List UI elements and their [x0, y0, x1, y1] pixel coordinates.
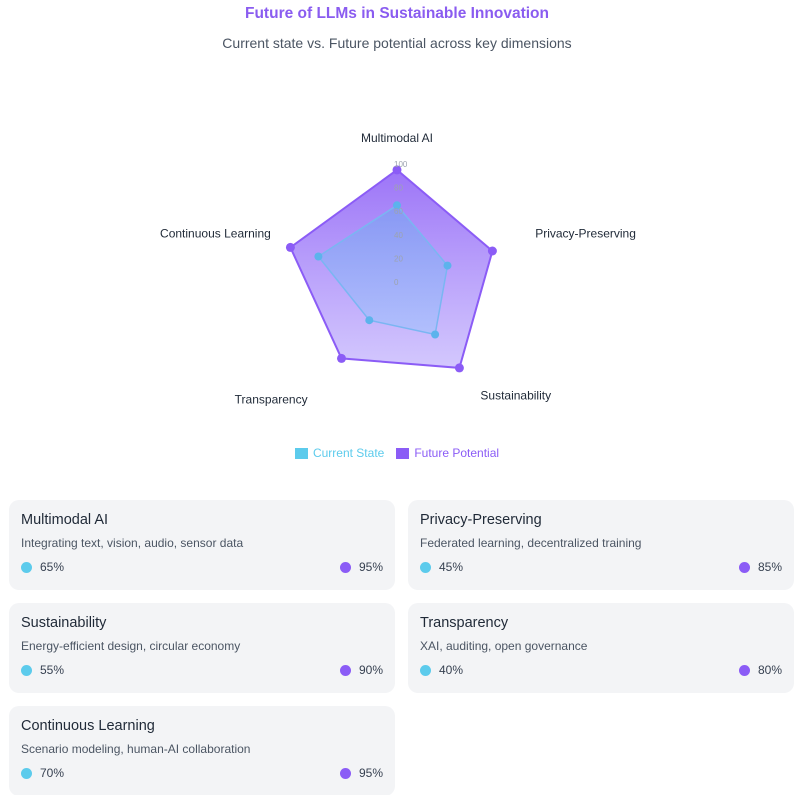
current-dot-icon — [21, 561, 32, 573]
future-dot-icon — [738, 664, 750, 676]
dimension-cards: Multimodal AI Integrating text, vision, … — [9, 500, 794, 795]
radar-chart: 0 20 40 60 80 100 Multimodal AI Privacy-Preserv… — [160, 131, 636, 407]
card-description: Federated learning, decentralized traini… — [420, 536, 642, 550]
future-dot-icon — [339, 561, 351, 573]
current-value-text: 45% — [439, 560, 464, 574]
current-value: 55% — [21, 663, 64, 677]
data-point-future-2 — [454, 363, 464, 373]
card-continuous-learning: Continuous Learning Scenario modeling, h… — [9, 706, 395, 795]
card-values: 40% 80% — [420, 663, 782, 677]
future-dot-icon — [339, 767, 351, 779]
legend-label-current: Current State — [312, 446, 385, 460]
card-description: XAI, auditing, open governance — [420, 639, 588, 653]
card-multimodal-ai: Multimodal AI Integrating text, vision, … — [9, 500, 395, 590]
category-label: Transparency — [235, 393, 308, 407]
card-values: 70% 95% — [21, 766, 383, 780]
card-title: Continuous Learning — [21, 718, 155, 734]
radial-tick-label: 80 — [394, 184, 403, 193]
category-label: Continuous Learning — [160, 227, 271, 241]
legend-swatch-future — [396, 447, 410, 459]
card-transparency: Transparency XAI, auditing, open governa… — [408, 603, 794, 693]
future-value: 95% — [339, 766, 383, 780]
radial-tick-label: 0 — [394, 278, 399, 287]
card-title: Privacy-Preserving — [420, 512, 542, 528]
data-point-future-0 — [392, 165, 402, 175]
category-label: Multimodal AI — [361, 131, 433, 145]
current-value-text: 70% — [40, 766, 65, 780]
series-area-current — [317, 204, 449, 336]
data-point-current-0 — [393, 201, 401, 210]
future-value-text: 90% — [358, 663, 383, 677]
future-value: 80% — [738, 663, 782, 677]
future-value-text: 85% — [757, 560, 782, 574]
future-value-text: 95% — [358, 766, 383, 780]
current-value-text: 65% — [40, 560, 65, 574]
legend-item-current[interactable]: Current State — [294, 446, 385, 460]
data-point-current-2 — [431, 330, 440, 339]
radial-tick-label: 100 — [394, 160, 408, 169]
radial-tick-label: 20 — [394, 254, 403, 263]
future-value: 85% — [738, 560, 782, 574]
future-value: 95% — [339, 560, 383, 574]
category-label: Sustainability — [480, 389, 551, 403]
chart-title: Future of LLMs in Sustainable Innovation — [245, 5, 549, 22]
card-description: Energy-efficient design, circular econom… — [21, 639, 241, 653]
future-dot-icon — [738, 561, 750, 573]
current-value: 45% — [420, 560, 463, 574]
chart-legend: Current State Future Potential — [0, 446, 794, 460]
data-point-current-3 — [365, 316, 374, 325]
future-dot-icon — [339, 664, 351, 676]
card-title: Transparency — [420, 615, 509, 631]
card-sustainability: Sustainability Energy-efficient design, … — [9, 603, 395, 693]
current-value-text: 55% — [40, 663, 65, 677]
current-dot-icon — [21, 767, 32, 779]
legend-label-future: Future Potential — [414, 446, 500, 460]
radial-tick-label: 60 — [394, 207, 403, 216]
current-value-text: 40% — [439, 663, 464, 677]
radial-tick-label: 40 — [394, 231, 403, 240]
data-point-current-1 — [443, 261, 452, 270]
current-dot-icon — [420, 664, 431, 676]
future-value: 90% — [339, 663, 383, 677]
card-values: 65% 95% — [21, 560, 383, 574]
data-point-future-4 — [285, 242, 295, 252]
current-value: 40% — [420, 663, 463, 677]
future-value-text: 95% — [358, 560, 383, 574]
current-dot-icon — [420, 561, 431, 573]
card-values: 45% 85% — [420, 560, 782, 574]
data-point-future-3 — [337, 353, 346, 363]
current-value: 70% — [21, 766, 64, 780]
card-title: Multimodal AI — [21, 512, 109, 528]
data-point-current-4 — [314, 252, 323, 261]
legend-item-future[interactable]: Future Potential — [396, 446, 499, 460]
card-description: Integrating text, vision, audio, sensor … — [21, 536, 244, 550]
data-point-future-1 — [487, 246, 497, 256]
card-title: Sustainability — [21, 615, 107, 631]
current-dot-icon — [21, 664, 32, 676]
category-label: Privacy-Preserving — [535, 227, 636, 241]
card-privacy-preserving: Privacy-Preserving Federated learning, d… — [408, 500, 794, 590]
card-description: Scenario modeling, human-AI collaboratio… — [21, 742, 251, 756]
card-values: 55% 90% — [21, 663, 383, 677]
chart-subtitle: Current state vs. Future potential acros… — [222, 35, 572, 51]
legend-swatch-current — [294, 447, 308, 459]
future-value-text: 80% — [757, 663, 782, 677]
current-value: 65% — [21, 560, 64, 574]
